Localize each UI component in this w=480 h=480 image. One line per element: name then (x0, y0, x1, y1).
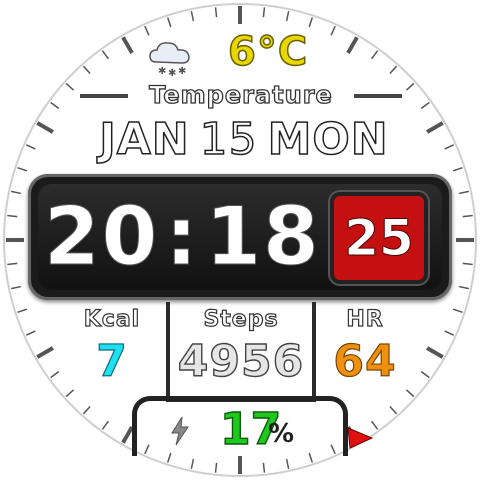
temperature-value: 6°C (227, 28, 309, 76)
bezel-minor-tick (285, 10, 290, 22)
svg-text:✱: ✱ (178, 66, 186, 77)
bezel-minor-tick (389, 65, 398, 75)
svg-text:✱: ✱ (168, 68, 176, 78)
bezel-minor-tick (10, 285, 22, 290)
steps-value: 4956 (177, 335, 305, 387)
time-display: 20:18 (43, 184, 324, 290)
bezel-major-tick (346, 36, 359, 54)
bezel-minor-tick (7, 262, 18, 266)
bezel-minor-tick (308, 452, 314, 463)
bezel-minor-tick (420, 371, 430, 379)
battery-value: 17 (219, 403, 282, 455)
bezel-major-tick (121, 36, 134, 54)
bezel-major-tick (36, 346, 54, 359)
bezel-minor-tick (262, 462, 266, 473)
bezel-minor-tick (444, 330, 455, 336)
svg-text:✱: ✱ (158, 66, 166, 77)
snow-cloud-icon: ✱ ✱ ✱ (149, 42, 190, 78)
kcal-label: Kcal (83, 306, 141, 332)
bezel-minor-tick (214, 462, 218, 473)
bezel-minor-tick (308, 17, 314, 28)
bezel-minor-tick (101, 50, 109, 60)
bezel-minor-tick (458, 285, 470, 290)
time-minutes: 18 (205, 190, 321, 284)
bezel-minor-tick (144, 25, 150, 36)
bezel-major-tick (121, 426, 134, 444)
bezel-minor-tick (285, 458, 290, 470)
bezel-major-tick (426, 121, 444, 134)
bezel-minor-tick (214, 7, 218, 18)
bezel-minor-tick (10, 190, 22, 195)
bezel-minor-tick (452, 166, 463, 172)
date-display: JAN 15 MON (94, 112, 394, 168)
bezel-minor-tick (444, 144, 455, 150)
bezel-minor-tick (420, 101, 430, 109)
time-seconds: 25 (344, 209, 415, 268)
hr-label: HR (346, 306, 384, 332)
bezel-major-tick (36, 121, 54, 134)
lightning-bolt-icon (171, 416, 189, 446)
bezel-minor-tick (405, 389, 415, 398)
bezel-minor-tick (190, 10, 195, 22)
temperature-label: Temperature (149, 80, 333, 109)
kcal-value: 7 (96, 335, 128, 387)
bezel-minor-tick (405, 82, 415, 91)
bezel-minor-tick (166, 452, 172, 463)
bezel-minor-tick (82, 405, 91, 415)
bezel-minor-tick (50, 371, 60, 379)
battery-frame (132, 396, 348, 456)
bezel-minor-tick (462, 214, 473, 218)
bezel-minor-tick (65, 82, 75, 91)
steps-label: Steps (203, 306, 279, 332)
bezel-minor-tick (458, 190, 470, 195)
red-triangle-arrow-icon (347, 427, 374, 449)
bezel-minor-tick (101, 420, 109, 430)
bezel-minor-tick (7, 214, 18, 218)
hr-value: 64 (333, 335, 397, 387)
divider-right (354, 94, 402, 98)
bezel-minor-tick (17, 166, 28, 172)
bezel-minor-tick (50, 101, 60, 109)
bezel-minor-tick (452, 308, 463, 314)
date-weekday: MON (267, 113, 389, 166)
bezel-minor-tick (17, 308, 28, 314)
time-colon: : (165, 190, 200, 284)
battery-unit: % (268, 419, 295, 449)
divider-left (80, 94, 128, 98)
bezel-minor-tick (371, 420, 379, 430)
bezel-minor-tick (371, 50, 379, 60)
bezel-minor-tick (262, 7, 266, 18)
date-day: 15 (199, 113, 258, 166)
bezel-minor-tick (190, 458, 195, 470)
bezel-minor-tick (389, 405, 398, 415)
date-month: JAN (99, 113, 190, 166)
bezel-major-tick (426, 346, 444, 359)
bezel-minor-tick (25, 144, 36, 150)
time-hours: 20 (43, 190, 160, 284)
bezel-minor-tick (330, 25, 336, 36)
bezel-minor-tick (65, 389, 75, 398)
seconds-box (330, 192, 428, 284)
bezel-minor-tick (166, 17, 172, 28)
bezel-minor-tick (25, 330, 36, 336)
bezel-minor-tick (462, 262, 473, 266)
bezel-minor-tick (82, 65, 91, 75)
